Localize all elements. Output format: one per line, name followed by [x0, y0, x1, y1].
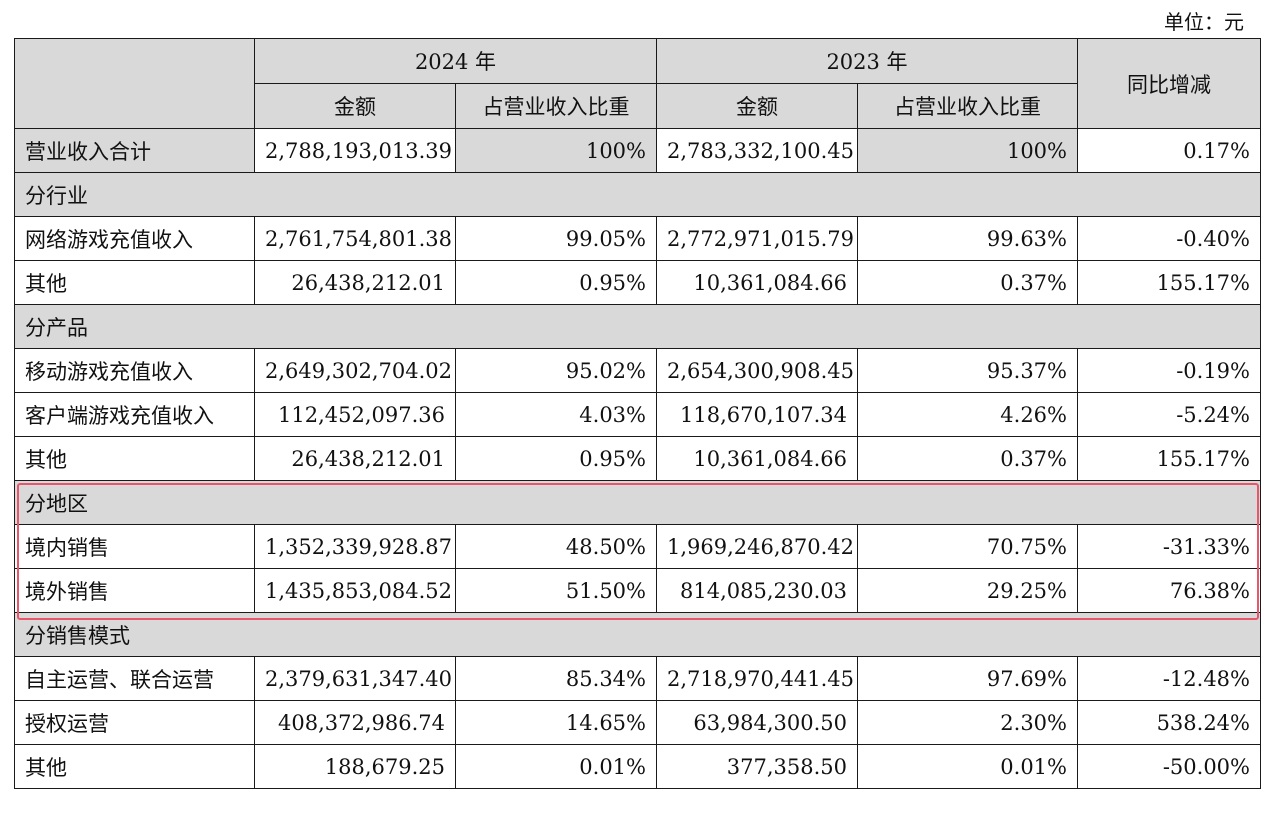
share-2023: 4.26% [857, 392, 1078, 437]
yoy-change: -12.48% [1077, 656, 1261, 701]
section-title: 分地区 [14, 480, 1261, 525]
share-2023: 100% [857, 128, 1078, 173]
section-title: 分行业 [14, 172, 1261, 217]
table-row: 其他 188,679.25 0.01% 377,358.50 0.01% -50.00% [14, 744, 1261, 789]
header-blank-cell [14, 38, 255, 129]
table-row: 其他 26,438,212.01 0.95% 10,361,084.66 0.37% 15… [14, 436, 1261, 481]
share-2024: 100% [455, 128, 657, 173]
amount-2023: 2,654,300,908.45 [656, 348, 858, 393]
amount-2023: 377,358.50 [656, 744, 858, 789]
row-label: 移动游戏充值收入 [14, 348, 255, 393]
total-row: 营业收入合计 2,788,193,013.39 100% 2,783,332,1… [14, 128, 1261, 173]
yoy-change: 155.17% [1077, 260, 1261, 305]
amount-2023: 2,783,332,100.45 [656, 128, 858, 173]
row-label: 授权运营 [14, 700, 255, 745]
header-year-2024: 2024 年 [254, 38, 657, 84]
amount-2024: 112,452,097.36 [254, 392, 456, 437]
header-row-fields: 金额 占营业收入比重 金额 占营业收入比重 [15, 83, 1261, 129]
table-row: 授权运营 408,372,986.74 14.65% 63,984,300.50 2.3… [14, 700, 1261, 745]
table-row: 其他 26,438,212.01 0.95% 10,361,084.66 0.37% 15… [14, 260, 1261, 305]
share-2023: 0.37% [857, 260, 1078, 305]
table-row: 客户端游戏充值收入 112,452,097.36 4.03% 118,670,107.… [14, 392, 1261, 437]
header-share-2024: 占营业收入比重 [455, 83, 657, 129]
share-2023: 0.01% [857, 744, 1078, 789]
unit-label: 单位：元 [1164, 10, 1244, 34]
amount-2024: 26,438,212.01 [254, 436, 456, 481]
row-label: 客户端游戏充值收入 [14, 392, 255, 437]
table-row: 移动游戏充值收入 2,649,302,704.02 95.02% 2,654,300,… [14, 348, 1261, 393]
section-header-by-region: 分地区 [14, 480, 1261, 525]
amount-2024: 2,379,631,347.40 [254, 656, 456, 701]
yoy-change: -50.00% [1077, 744, 1261, 789]
header-row-years: 2024 年 2023 年 同比增减 [14, 38, 1261, 129]
table-row: 境外销售 1,435,853,084.52 51.50% 814,085,230.03… [14, 568, 1261, 613]
share-2024: 85.34% [455, 656, 657, 701]
yoy-change: 538.24% [1077, 700, 1261, 745]
row-label: 网络游戏充值收入 [14, 216, 255, 261]
amount-2024: 2,649,302,704.02 [254, 348, 456, 393]
amount-2023: 814,085,230.03 [656, 568, 858, 613]
amount-2023: 10,361,084.66 [656, 436, 858, 481]
share-2024: 48.50% [455, 524, 657, 569]
amount-2023: 10,361,084.66 [656, 260, 858, 305]
share-2024: 0.01% [455, 744, 657, 789]
table-row: 境内销售 1,352,339,928.87 48.50% 1,969,246,870.… [14, 524, 1261, 569]
share-2023: 2.30% [857, 700, 1078, 745]
yoy-change: 0.17% [1077, 128, 1261, 173]
header-year-2023: 2023 年 [656, 38, 1078, 84]
section-title: 分产品 [14, 304, 1261, 349]
row-label: 其他 [14, 260, 255, 305]
share-2024: 95.02% [455, 348, 657, 393]
header-share-2023: 占营业收入比重 [857, 83, 1078, 129]
share-2024: 0.95% [455, 436, 657, 481]
yoy-change: 155.17% [1077, 436, 1261, 481]
yoy-change: 76.38% [1077, 568, 1261, 613]
section-header-by-product: 分产品 [14, 304, 1261, 349]
row-label: 其他 [14, 436, 255, 481]
amount-2024: 188,679.25 [254, 744, 456, 789]
share-2024: 14.65% [455, 700, 657, 745]
yoy-change: -0.40% [1077, 216, 1261, 261]
amount-2023: 2,718,970,441.45 [656, 656, 858, 701]
table-row: 网络游戏充值收入 2,761,754,801.38 99.05% 2,772,971,… [14, 216, 1261, 261]
row-label: 境外销售 [14, 568, 255, 613]
share-2023: 97.69% [857, 656, 1078, 701]
amount-2024: 2,788,193,013.39 [254, 128, 456, 173]
amount-2024: 1,435,853,084.52 [254, 568, 456, 613]
table-row: 自主运营、联合运营 2,379,631,347.40 85.34% 2,718,970… [14, 656, 1261, 701]
row-label: 境内销售 [14, 524, 255, 569]
share-2023: 99.63% [857, 216, 1078, 261]
row-label: 自主运营、联合运营 [14, 656, 255, 701]
share-2023: 70.75% [857, 524, 1078, 569]
amount-2024: 2,761,754,801.38 [254, 216, 456, 261]
amount-2024: 408,372,986.74 [254, 700, 456, 745]
amount-2023: 63,984,300.50 [656, 700, 858, 745]
share-2024: 51.50% [455, 568, 657, 613]
amount-2023: 2,772,971,015.79 [656, 216, 858, 261]
revenue-breakdown-table: 2024 年 2023 年 同比增减 金额 占营业收入比重 金额 占营业收入比重… [14, 38, 1261, 789]
share-2023: 95.37% [857, 348, 1078, 393]
share-2024: 0.95% [455, 260, 657, 305]
header-amount-2024: 金额 [254, 83, 456, 129]
yoy-change: -5.24% [1077, 392, 1261, 437]
section-header-by-sales-model: 分销售模式 [14, 612, 1261, 657]
yoy-change: -0.19% [1077, 348, 1261, 393]
share-2024: 4.03% [455, 392, 657, 437]
section-header-by-industry: 分行业 [14, 172, 1261, 217]
share-2023: 0.37% [857, 436, 1078, 481]
amount-2024: 1,352,339,928.87 [254, 524, 456, 569]
share-2023: 29.25% [857, 568, 1078, 613]
amount-2023: 118,670,107.34 [656, 392, 858, 437]
amount-2023: 1,969,246,870.42 [656, 524, 858, 569]
row-label: 其他 [14, 744, 255, 789]
yoy-change: -31.33% [1077, 524, 1261, 569]
section-title: 分销售模式 [14, 612, 1261, 657]
amount-2024: 26,438,212.01 [254, 260, 456, 305]
header-amount-2023: 金额 [656, 83, 858, 129]
share-2024: 99.05% [455, 216, 657, 261]
header-yoy: 同比增减 [1077, 38, 1261, 129]
row-label: 营业收入合计 [14, 128, 255, 173]
